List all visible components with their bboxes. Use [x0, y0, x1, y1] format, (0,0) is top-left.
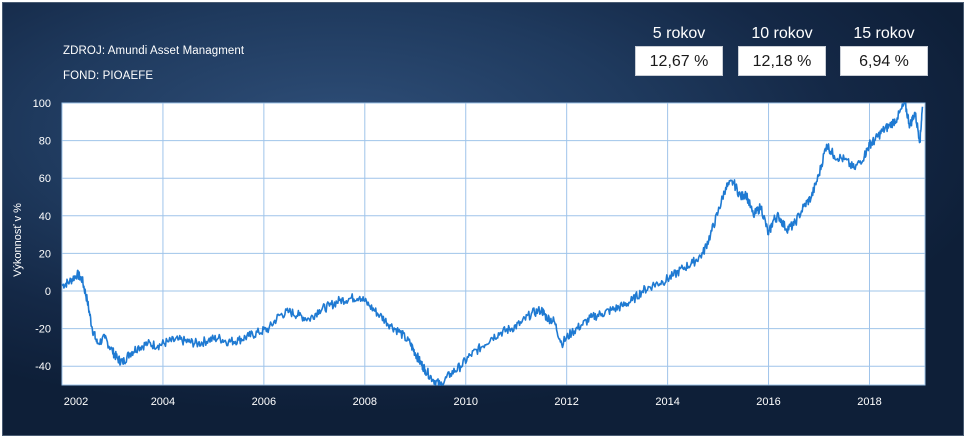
y-tick-label: 20: [39, 248, 51, 260]
perf-5y: 5 rokov 12,67 %: [635, 23, 723, 76]
perf-10y: 10 rokov 12,18 %: [738, 23, 826, 76]
y-tick-label: -40: [35, 361, 51, 373]
x-tick-label: 2008: [353, 396, 377, 408]
y-tick-label: 80: [39, 136, 51, 148]
perf-5y-value: 12,67 %: [635, 46, 723, 76]
perf-5y-label: 5 rokov: [652, 25, 706, 42]
y-tick-label: 100: [33, 98, 51, 110]
x-tick-label: 2014: [655, 396, 679, 408]
x-tick-label: 2012: [554, 396, 578, 408]
y-tick-label: 0: [45, 286, 51, 298]
axis-ticks: 2002 2004 2006 2008 2010 2012 2014 2016 2018 -40 -…: [33, 98, 882, 408]
perf-15y-label: 15 rokov: [853, 25, 915, 42]
perf-10y-label: 10 rokov: [751, 25, 813, 42]
x-tick-label: 2002: [64, 396, 88, 408]
y-tick-label: 40: [39, 211, 51, 223]
source-label: ZDROJ: Amundi Asset Managment: [63, 45, 245, 57]
perf-15y-value: 6,94 %: [840, 46, 928, 76]
y-tick-label: -20: [35, 324, 51, 336]
x-tick-label: 2010: [454, 396, 478, 408]
x-tick-label: 2016: [756, 396, 780, 408]
x-tick-label: 2006: [252, 396, 276, 408]
y-tick-label: 60: [39, 173, 51, 185]
perf-10y-value: 12,18 %: [738, 46, 826, 76]
perf-15y: 15 rokov 6,94 %: [840, 23, 928, 76]
x-tick-label: 2004: [151, 396, 175, 408]
series-line-pioaefe: [61, 102, 924, 386]
x-tick-label: 2018: [857, 396, 881, 408]
fund-label: FOND: PIOAEFE: [63, 70, 154, 82]
y-axis-label: Výkonnosť v %: [12, 203, 24, 277]
